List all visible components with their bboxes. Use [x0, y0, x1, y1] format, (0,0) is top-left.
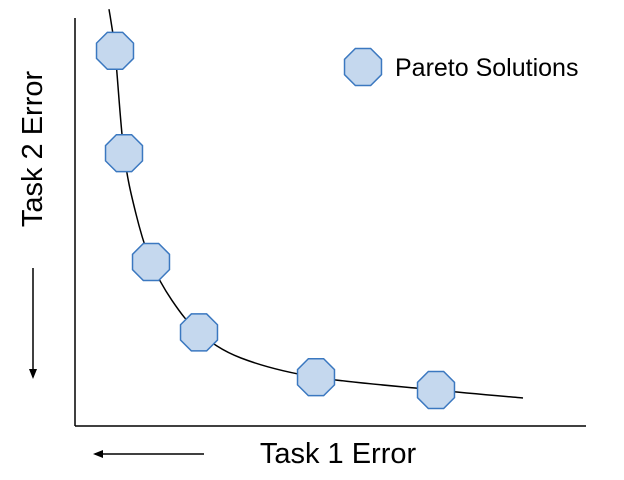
- pareto-point-5: [296, 357, 336, 397]
- pareto-point-4: [179, 313, 219, 352]
- pareto-point-6: [416, 370, 456, 410]
- pareto-point-2: [104, 133, 144, 173]
- pareto-front-curve: [108, 9, 524, 399]
- pareto-points: [95, 31, 456, 410]
- legend-label: Pareto Solutions: [395, 54, 578, 82]
- legend: Pareto Solutions: [343, 47, 578, 87]
- pareto-point-1: [95, 31, 135, 71]
- y-axis-label: Task 2 Error: [17, 71, 49, 228]
- legend-octagon-icon: [343, 47, 383, 87]
- x-axis-label: Task 1 Error: [260, 438, 417, 470]
- pareto-point-3: [131, 242, 171, 282]
